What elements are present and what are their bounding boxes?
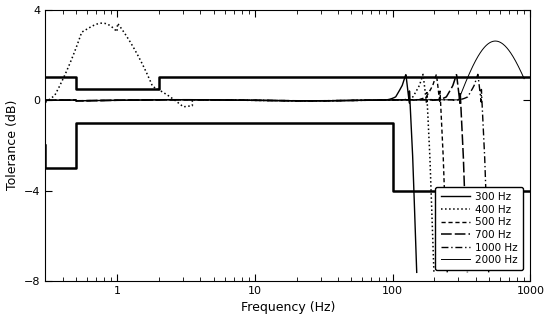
1000 Hz xyxy=(475,72,481,76)
400 Hz xyxy=(393,98,400,102)
1000 Hz xyxy=(258,99,265,102)
2000 Hz xyxy=(42,98,49,102)
700 Hz xyxy=(64,98,70,102)
700 Hz xyxy=(375,98,381,102)
700 Hz xyxy=(453,73,460,76)
300 Hz xyxy=(61,98,68,102)
2000 Hz xyxy=(331,99,337,103)
400 Hz xyxy=(431,270,437,274)
Line: 400 Hz: 400 Hz xyxy=(46,23,434,272)
1000 Hz xyxy=(486,270,492,274)
400 Hz xyxy=(355,99,361,102)
Line: 300 Hz: 300 Hz xyxy=(46,75,417,272)
1000 Hz xyxy=(42,98,49,102)
300 Hz xyxy=(403,73,409,76)
Legend: 300 Hz, 400 Hz, 500 Hz, 700 Hz, 1000 Hz, 2000 Hz: 300 Hz, 400 Hz, 500 Hz, 700 Hz, 1000 Hz,… xyxy=(436,187,523,270)
300 Hz xyxy=(213,98,219,102)
2000 Hz xyxy=(486,41,492,45)
700 Hz xyxy=(452,77,459,81)
2000 Hz xyxy=(300,99,306,103)
Line: 500 Hz: 500 Hz xyxy=(46,74,447,272)
X-axis label: Frequency (Hz): Frequency (Hz) xyxy=(241,301,335,315)
400 Hz xyxy=(291,99,298,103)
400 Hz xyxy=(42,100,49,104)
500 Hz xyxy=(359,98,365,102)
500 Hz xyxy=(227,98,234,102)
700 Hz xyxy=(42,98,49,102)
400 Hz xyxy=(99,21,106,25)
300 Hz xyxy=(223,98,229,102)
1000 Hz xyxy=(472,79,479,83)
500 Hz xyxy=(433,72,439,76)
500 Hz xyxy=(63,98,69,102)
500 Hz xyxy=(238,98,244,102)
300 Hz xyxy=(42,98,49,102)
300 Hz xyxy=(334,99,341,102)
400 Hz xyxy=(393,98,399,102)
Line: 1000 Hz: 1000 Hz xyxy=(46,74,489,272)
1000 Hz xyxy=(391,98,398,102)
2000 Hz xyxy=(521,77,527,81)
300 Hz xyxy=(403,73,409,77)
700 Hz xyxy=(464,270,471,274)
700 Hz xyxy=(236,98,243,102)
1000 Hz xyxy=(246,99,252,102)
500 Hz xyxy=(444,270,450,274)
400 Hz xyxy=(387,98,393,102)
300 Hz xyxy=(403,75,409,78)
500 Hz xyxy=(432,75,439,79)
500 Hz xyxy=(432,76,439,79)
2000 Hz xyxy=(492,39,499,43)
1000 Hz xyxy=(65,98,72,102)
2000 Hz xyxy=(243,99,249,102)
700 Hz xyxy=(248,99,254,102)
Line: 700 Hz: 700 Hz xyxy=(46,75,468,272)
Line: 2000 Hz: 2000 Hz xyxy=(46,41,524,101)
400 Hz xyxy=(314,99,320,103)
500 Hz xyxy=(42,98,49,102)
1000 Hz xyxy=(472,79,479,83)
2000 Hz xyxy=(53,98,59,102)
Y-axis label: Tolerance (dB): Tolerance (dB) xyxy=(6,100,19,190)
300 Hz xyxy=(414,270,420,274)
2000 Hz xyxy=(474,57,480,61)
700 Hz xyxy=(452,77,458,81)
2000 Hz xyxy=(460,86,466,90)
